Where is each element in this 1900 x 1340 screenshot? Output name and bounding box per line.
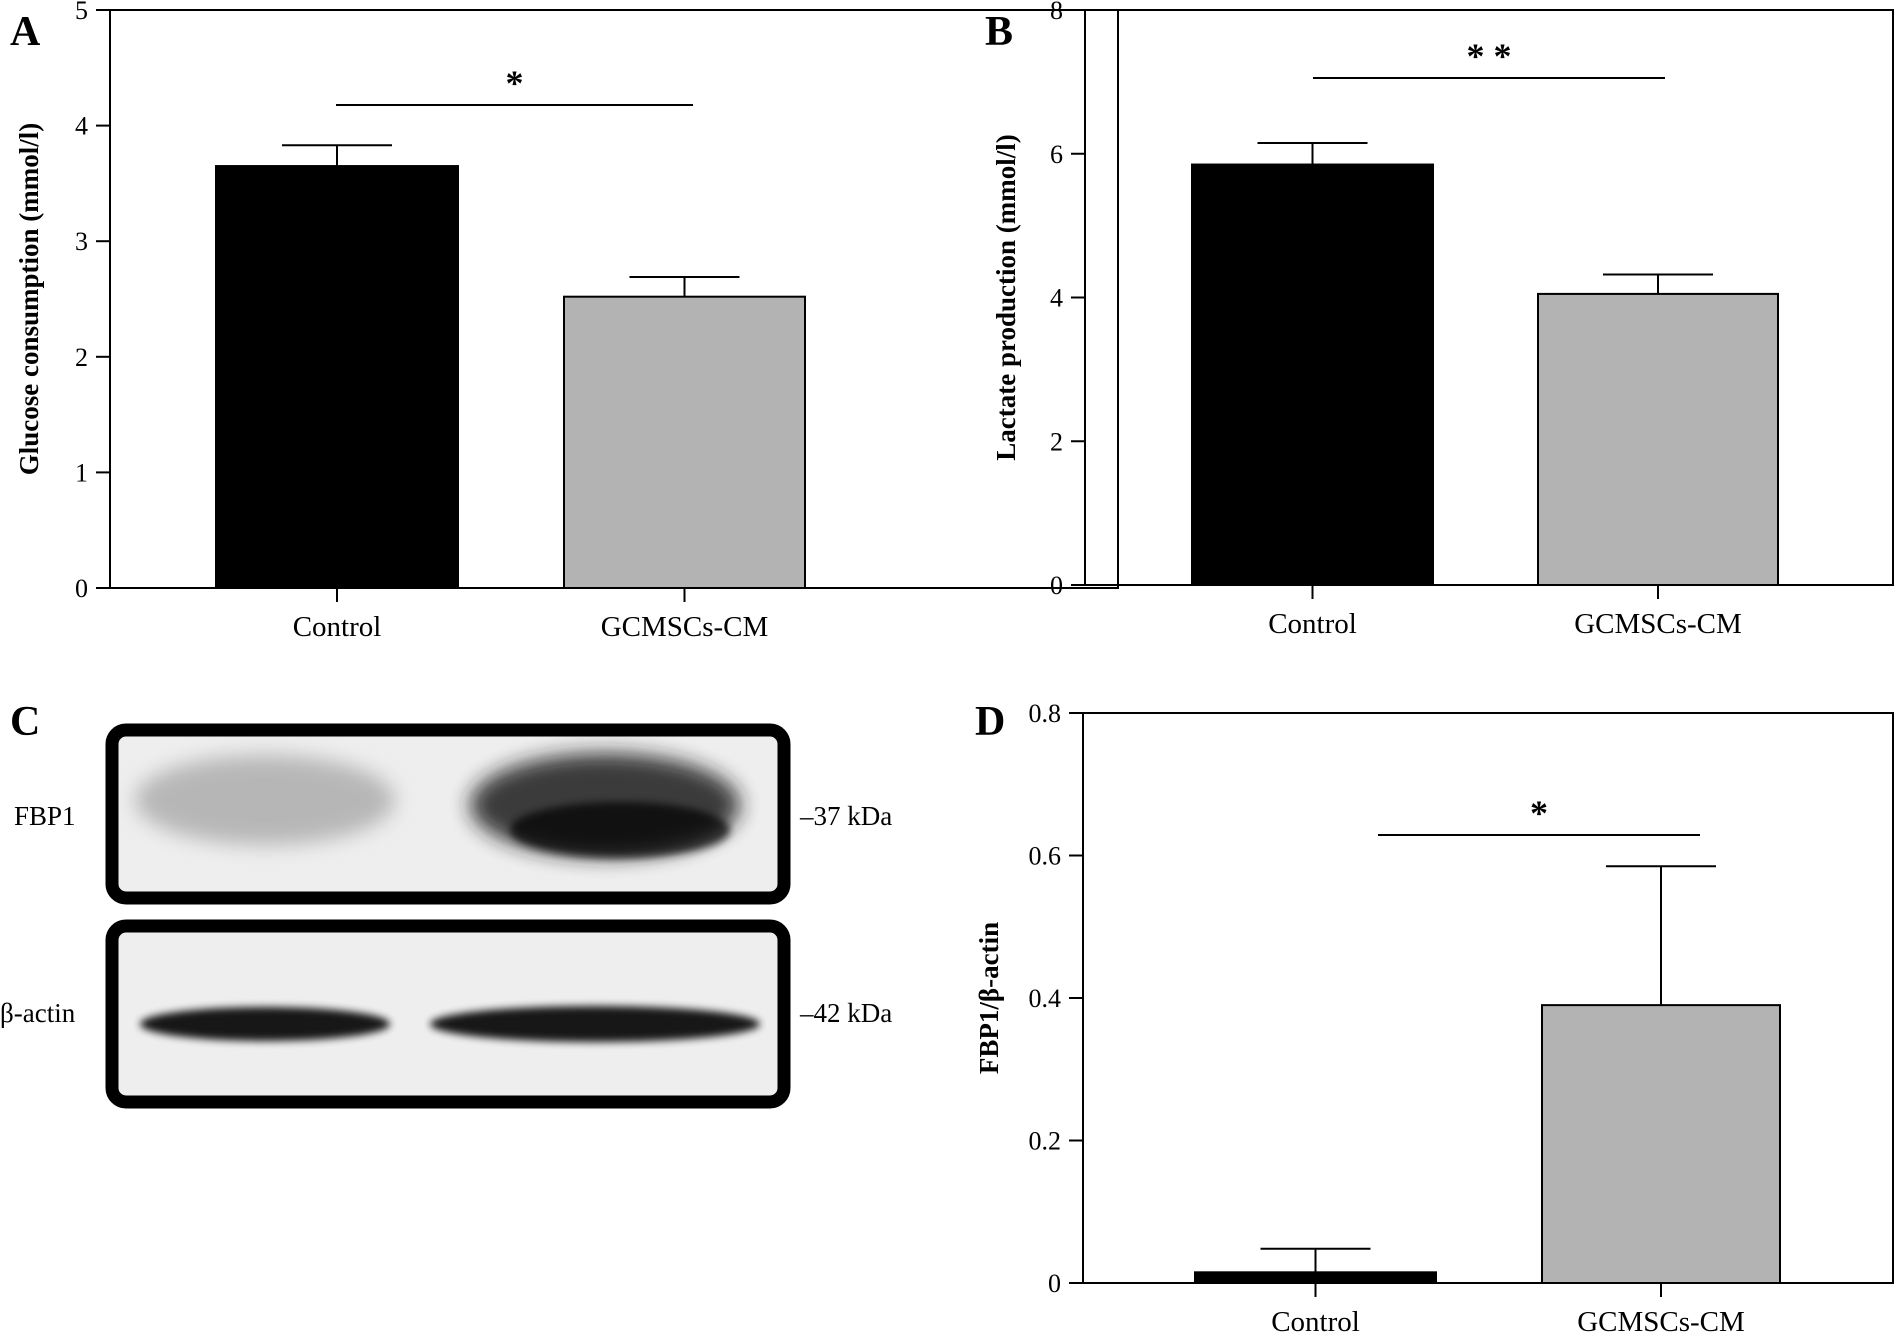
bar-charts: 0 1 2 3 4 5 Control GCMSCs-CM * Glucose consumpti… [10,0,1894,1338]
y-axis-label: Glucose consumption (mmol/l) [14,123,44,476]
western-blot: C FBP1 β-actin –37 kDa –42 kDa [0,699,892,1109]
panel-label-d: D [975,699,1005,745]
y-tick-label: 0 [75,574,88,603]
y-tick-label: 2 [1050,427,1063,456]
x-tick-label: GCMSCs-CM [1574,608,1742,640]
bar-control [215,165,459,589]
blot-marker-42kda: –42 kDa [799,998,892,1028]
x-tick-label: GCMSCs-CM [601,611,769,643]
y-tick-label: 1 [75,458,88,487]
y-tick-label: 0 [1050,571,1063,600]
bar-control [1191,163,1434,586]
chart-panel-a: 0 1 2 3 4 5 Control GCMSCs-CM * Glucose consumpti… [10,0,1119,643]
x-tick-label: Control [293,611,382,643]
y-tick-label: 2 [75,343,88,372]
x-tick-label: Control [1271,1306,1360,1338]
y-tick-label: 0.8 [1029,699,1062,728]
blot-beta-actin [105,919,791,1109]
bar-gcmscs-cm [563,295,806,589]
bar-gcmscs-cm [1537,292,1779,586]
blot-protein-label-beta-actin: β-actin [0,998,76,1028]
blot-protein-label-fbp1: FBP1 [14,801,76,831]
y-tick-label: 6 [1050,140,1063,169]
y-tick-label: 8 [1050,0,1063,25]
y-tick-label: 3 [75,227,88,256]
blot-fbp1 [105,723,791,905]
blot-marker-37kda: –37 kDa [799,801,892,831]
panel-label-c: C [10,699,40,745]
bar-control [1194,1271,1437,1284]
y-tick-label: 0.4 [1029,984,1062,1013]
y-axis-label: Lactate production (mmol/l) [991,134,1021,460]
significance-marker: * * [1467,36,1512,76]
chart-panel-b: 0 2 4 6 8 Control GCMSCs-CM * * Lactate producti… [985,0,1894,640]
y-tick-label: 0.6 [1029,842,1062,871]
x-tick-label: Control [1268,608,1357,640]
panel-label-a: A [10,9,41,55]
x-tick-label: GCMSCs-CM [1577,1306,1745,1338]
y-tick-label: 4 [1050,284,1063,313]
bar-gcmscs-cm [1541,1004,1781,1284]
y-tick-label: 5 [75,0,88,25]
panel-label-b: B [985,9,1013,55]
y-tick-label: 0 [1048,1269,1061,1298]
significance-marker: * [506,63,524,103]
y-tick-label: 4 [75,112,88,141]
significance-marker: * [1530,793,1548,833]
y-tick-label: 0.2 [1029,1127,1062,1156]
y-axis-label: FBP1/β-actin [974,922,1004,1074]
chart-panel-d: 0 0.2 0.4 0.6 0.8 Control GCMSCs-CM * FBP1/β-act… [974,699,1894,1338]
